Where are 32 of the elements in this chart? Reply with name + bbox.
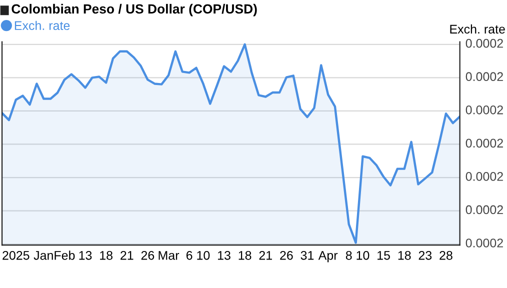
x-tick-label: 10 <box>197 250 210 260</box>
x-tick-label: 21 <box>259 250 272 260</box>
x-tick-label: 13 <box>218 250 230 260</box>
text: 0.0002 <box>466 238 503 248</box>
x-tick-label: 26 <box>280 250 293 260</box>
x-tick-label: 2025 <box>2 250 30 260</box>
text: 0.0002 <box>466 172 503 181</box>
x-tick-label: 26 <box>141 250 154 260</box>
chart-title: Colombian Peso / US Dollar (COP/USD) <box>12 4 257 16</box>
x-tick-label: 31 <box>300 250 314 260</box>
x-tick-label: 6 <box>186 250 192 260</box>
text: 0.0002 <box>466 105 503 114</box>
x-tick-label: 23 <box>418 250 432 260</box>
legend-label: Exch. rate <box>14 20 70 30</box>
text: 0.0002 <box>466 38 503 48</box>
text: 0.0002 <box>466 72 503 82</box>
y-axis-title: Exch. rate <box>450 24 505 34</box>
x-tick-label: Feb <box>54 250 75 260</box>
x-tick-label: 13 <box>79 250 92 260</box>
x-tick-label: 15 <box>378 251 390 260</box>
x-tick-label: 10 <box>356 250 370 260</box>
x-tick-label: 18 <box>398 250 411 260</box>
x-tick-label: Jan <box>34 251 53 260</box>
text: 0.0002 <box>466 138 503 148</box>
x-tick-label: 18 <box>238 250 252 260</box>
x-tick-label: Apr <box>318 251 338 262</box>
x-tick-label: Mar <box>158 251 180 260</box>
text: 0.0002 <box>466 205 503 214</box>
x-tick-label: 8 <box>346 250 352 260</box>
x-tick-label: 21 <box>120 250 134 260</box>
x-tick-label: 28 <box>440 250 452 260</box>
x-tick-label: 18 <box>100 250 112 260</box>
